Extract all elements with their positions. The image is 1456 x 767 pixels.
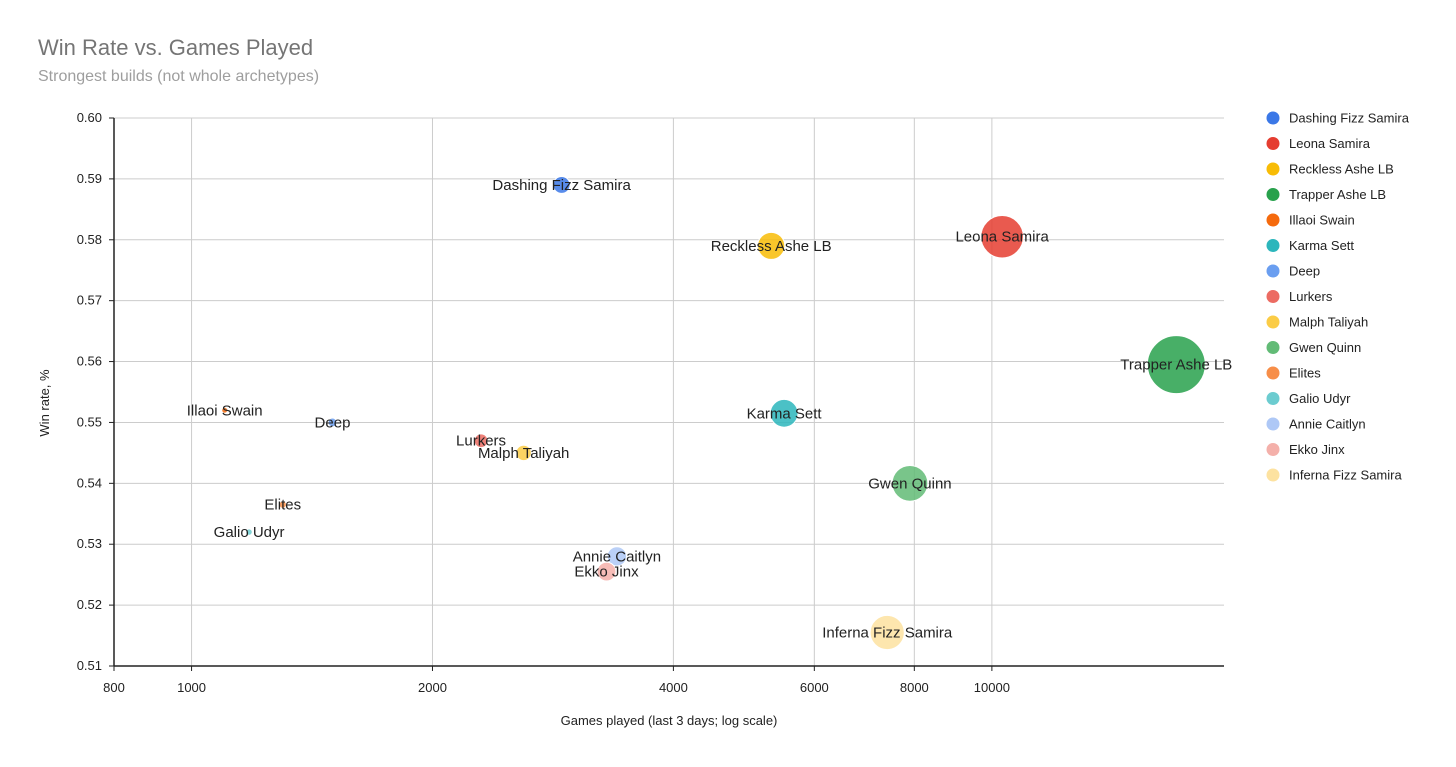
y-tick-label: 0.56 bbox=[77, 354, 102, 369]
legend-marker-gwen-quinn[interactable] bbox=[1266, 341, 1280, 354]
legend-marker-reckless-ashe-lb[interactable] bbox=[1266, 162, 1280, 176]
legend-label-karma-sett[interactable]: Karma Sett bbox=[1289, 238, 1354, 253]
bubble-label-elites: Elites bbox=[264, 497, 301, 514]
bubble-karma-sett[interactable] bbox=[769, 398, 799, 428]
legend-marker-inferna-fizz-samira[interactable] bbox=[1266, 468, 1280, 482]
bubble-reckless-ashe-lb[interactable] bbox=[757, 231, 786, 260]
legend-label-galio-udyr[interactable]: Galio Udyr bbox=[1289, 391, 1351, 406]
y-tick-label: 0.53 bbox=[77, 536, 102, 551]
legend-label-dashing-fizz-samira[interactable]: Dashing Fizz Samira bbox=[1289, 111, 1410, 126]
legend-marker-dashing-fizz-samira[interactable] bbox=[1266, 111, 1280, 125]
axes: 0.51 0.52 0.53 0.54 0.55 0.56 0.57 0.58 0.59 0.60… bbox=[77, 110, 1224, 695]
bubble-label-ekko-jinx: Ekko Jinx bbox=[574, 564, 639, 581]
bubbles bbox=[221, 176, 1206, 651]
legend-marker-elites[interactable] bbox=[1266, 366, 1280, 380]
y-tick-label: 0.51 bbox=[77, 658, 102, 673]
legend-label-elites[interactable]: Elites bbox=[1289, 366, 1321, 381]
legend-marker-malph-taliyah[interactable] bbox=[1266, 315, 1280, 329]
legend-marker-karma-sett[interactable] bbox=[1266, 239, 1280, 252]
bubble-illaoi-swain[interactable] bbox=[221, 406, 229, 414]
bubble-label-trapper-ashe-lb: Trapper Ashe LB bbox=[1120, 357, 1232, 374]
legend-marker-deep[interactable] bbox=[1266, 264, 1280, 278]
bubble-label-leona-samira: Leona Samira bbox=[955, 229, 1049, 246]
legend: Dashing Fizz Samira Leona Samira Reckless … bbox=[1266, 111, 1410, 483]
bubble-deep[interactable] bbox=[327, 417, 338, 428]
bubble-ekko-jinx[interactable] bbox=[596, 561, 617, 582]
bubble-label-reckless-ashe-lb: Reckless Ashe LB bbox=[711, 238, 832, 255]
x-tick-label: 800 bbox=[103, 680, 125, 695]
y-axis-title: Win rate, % bbox=[37, 369, 52, 437]
chart-subtitle: Strongest builds (not whole archetypes) bbox=[38, 68, 320, 85]
legend-label-trapper-ashe-lb[interactable]: Trapper Ashe LB bbox=[1289, 187, 1386, 202]
legend-label-deep[interactable]: Deep bbox=[1289, 264, 1320, 279]
bubble-dashing-fizz-samira[interactable] bbox=[552, 176, 571, 194]
bubble-label-malph-taliyah: Malph Taliyah bbox=[478, 445, 569, 462]
legend-label-ekko-jinx[interactable]: Ekko Jinx bbox=[1289, 442, 1345, 457]
legend-label-reckless-ashe-lb[interactable]: Reckless Ashe LB bbox=[1289, 162, 1394, 177]
bubble-annie-caitlyn[interactable] bbox=[606, 546, 628, 567]
bubble-label-illaoi-swain: Illaoi Swain bbox=[187, 402, 263, 419]
legend-marker-annie-caitlyn[interactable] bbox=[1266, 417, 1280, 431]
legend-label-gwen-quinn[interactable]: Gwen Quinn bbox=[1289, 340, 1361, 355]
bubble-leona-samira[interactable] bbox=[980, 214, 1024, 259]
y-tick-label: 0.58 bbox=[77, 232, 102, 247]
legend-marker-trapper-ashe-lb[interactable] bbox=[1266, 188, 1280, 201]
bubble-label-deep: Deep bbox=[315, 414, 351, 431]
bubble-label-lurkers: Lurkers bbox=[456, 433, 506, 450]
y-tick-label: 0.60 bbox=[77, 110, 102, 125]
x-tick-label: 4000 bbox=[659, 680, 688, 695]
bubble-label-karma-sett: Karma Sett bbox=[747, 405, 823, 422]
legend-label-illaoi-swain[interactable]: Illaoi Swain bbox=[1289, 213, 1355, 228]
y-tick-label: 0.55 bbox=[77, 414, 102, 429]
x-axis-title: Games played (last 3 days; log scale) bbox=[561, 713, 778, 728]
y-tick-label: 0.57 bbox=[77, 293, 102, 308]
legend-label-malph-taliyah[interactable]: Malph Taliyah bbox=[1289, 315, 1368, 330]
x-tick-label: 6000 bbox=[800, 680, 829, 695]
bubble-label-inferna-fizz-samira: Inferna Fizz Samira bbox=[822, 625, 953, 642]
bubble-elites[interactable] bbox=[278, 500, 287, 509]
bubble-lurkers[interactable] bbox=[473, 433, 489, 449]
bubble-labels: Dashing Fizz Samira Leona Samira Reckless … bbox=[187, 177, 1233, 642]
bubble-trapper-ashe-lb[interactable] bbox=[1146, 335, 1206, 395]
bubble-inferna-fizz-samira[interactable] bbox=[869, 614, 905, 651]
legend-marker-galio-udyr[interactable] bbox=[1266, 392, 1280, 405]
legend-marker-leona-samira[interactable] bbox=[1266, 137, 1280, 150]
x-tick-label: 8000 bbox=[900, 680, 929, 695]
bubble-label-dashing-fizz-samira: Dashing Fizz Samira bbox=[492, 177, 631, 194]
x-tick-label: 10000 bbox=[974, 680, 1010, 695]
chart-title: Win Rate vs. Games Played bbox=[38, 35, 314, 60]
bubble-malph-taliyah[interactable] bbox=[515, 444, 532, 462]
bubble-label-gwen-quinn: Gwen Quinn bbox=[868, 475, 951, 492]
bubble-label-annie-caitlyn: Annie Caitlyn bbox=[573, 548, 661, 565]
grid-lines bbox=[114, 117, 1224, 667]
bubble-galio-udyr[interactable] bbox=[245, 528, 253, 536]
legend-marker-lurkers[interactable] bbox=[1266, 290, 1280, 303]
y-tick-label: 0.52 bbox=[77, 597, 102, 612]
legend-marker-ekko-jinx[interactable] bbox=[1266, 443, 1280, 456]
legend-label-inferna-fizz-samira[interactable]: Inferna Fizz Samira bbox=[1289, 468, 1402, 483]
bubble-gwen-quinn[interactable] bbox=[891, 464, 929, 502]
bubble-label-galio-udyr: Galio Udyr bbox=[214, 524, 285, 541]
legend-label-annie-caitlyn[interactable]: Annie Caitlyn bbox=[1289, 417, 1366, 432]
legend-marker-illaoi-swain[interactable] bbox=[1266, 213, 1280, 227]
y-tick-label: 0.54 bbox=[77, 475, 102, 490]
x-tick-label: 2000 bbox=[418, 680, 447, 695]
legend-label-leona-samira[interactable]: Leona Samira bbox=[1289, 136, 1371, 151]
x-tick-label: 1000 bbox=[177, 680, 206, 695]
legend-label-lurkers[interactable]: Lurkers bbox=[1289, 289, 1333, 304]
y-tick-label: 0.59 bbox=[77, 171, 102, 186]
